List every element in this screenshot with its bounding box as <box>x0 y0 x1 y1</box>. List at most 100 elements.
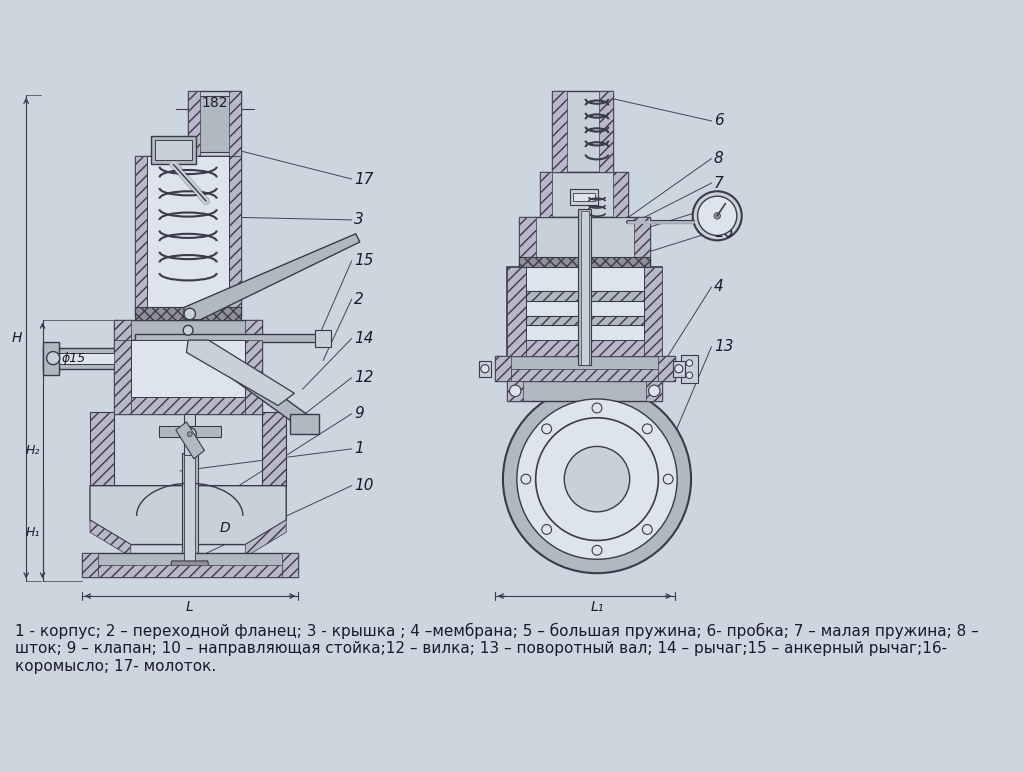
Text: 10: 10 <box>354 478 374 493</box>
Circle shape <box>187 432 193 436</box>
Circle shape <box>542 524 552 534</box>
Bar <box>526 291 644 301</box>
Polygon shape <box>634 217 650 267</box>
Polygon shape <box>135 334 318 342</box>
Bar <box>184 414 196 455</box>
Polygon shape <box>82 553 299 577</box>
Polygon shape <box>188 91 201 156</box>
Polygon shape <box>176 422 205 459</box>
Polygon shape <box>115 320 131 340</box>
Circle shape <box>184 308 196 320</box>
Polygon shape <box>552 91 566 173</box>
Polygon shape <box>115 340 131 414</box>
Text: 1: 1 <box>354 441 364 456</box>
Polygon shape <box>229 91 242 156</box>
Circle shape <box>664 474 673 484</box>
Polygon shape <box>507 381 663 402</box>
Circle shape <box>564 446 630 512</box>
Bar <box>188 91 242 156</box>
Bar <box>156 140 193 160</box>
Polygon shape <box>507 267 526 356</box>
Text: коромысло; 17- молоток.: коромысло; 17- молоток. <box>14 659 216 674</box>
Polygon shape <box>115 320 262 340</box>
Circle shape <box>510 385 521 396</box>
Text: 2: 2 <box>354 291 364 307</box>
Polygon shape <box>246 520 287 557</box>
Polygon shape <box>90 412 115 487</box>
Polygon shape <box>43 342 59 375</box>
Bar <box>673 361 684 377</box>
Text: 5: 5 <box>714 200 724 215</box>
Circle shape <box>714 213 721 219</box>
Polygon shape <box>98 565 283 577</box>
Text: 8: 8 <box>714 151 724 166</box>
Text: шток; 9 – клапан; 10 – направляющая стойка;12 – вилка; 13 – поворотный вал; 14 –: шток; 9 – клапан; 10 – направляющая стой… <box>14 641 947 656</box>
Polygon shape <box>169 561 211 577</box>
Text: 7: 7 <box>714 176 724 190</box>
Polygon shape <box>135 308 242 320</box>
Bar <box>526 267 644 340</box>
Circle shape <box>47 352 59 365</box>
Bar <box>681 355 697 383</box>
Polygon shape <box>644 267 663 356</box>
Polygon shape <box>519 257 650 267</box>
Text: H: H <box>11 332 22 345</box>
Polygon shape <box>495 356 511 381</box>
Polygon shape <box>511 369 658 381</box>
Polygon shape <box>135 156 242 315</box>
Circle shape <box>481 365 489 373</box>
Polygon shape <box>135 156 147 315</box>
Polygon shape <box>283 553 299 577</box>
Circle shape <box>521 474 530 484</box>
Polygon shape <box>199 342 307 426</box>
Bar <box>479 361 490 377</box>
Circle shape <box>536 418 658 540</box>
Bar <box>147 156 229 308</box>
Bar <box>579 209 591 365</box>
Bar <box>526 315 644 325</box>
Polygon shape <box>599 91 613 173</box>
Polygon shape <box>507 381 523 402</box>
Text: 12: 12 <box>354 370 374 386</box>
Polygon shape <box>262 412 287 487</box>
Circle shape <box>697 196 737 235</box>
Polygon shape <box>507 267 663 356</box>
Text: 14: 14 <box>354 331 374 346</box>
Text: 13: 13 <box>714 339 733 354</box>
Text: 4: 4 <box>714 279 724 295</box>
Polygon shape <box>526 340 644 356</box>
Bar <box>181 453 198 567</box>
Bar <box>152 136 197 164</box>
Bar <box>131 340 246 397</box>
Polygon shape <box>186 340 295 406</box>
Bar <box>314 330 331 347</box>
Bar <box>184 455 196 566</box>
Bar <box>291 414 318 434</box>
Polygon shape <box>43 353 132 364</box>
Bar <box>573 193 595 201</box>
Polygon shape <box>540 173 552 217</box>
Polygon shape <box>519 217 650 267</box>
Circle shape <box>648 385 659 396</box>
Bar <box>581 211 589 365</box>
Text: 3: 3 <box>354 212 364 227</box>
Circle shape <box>517 399 677 559</box>
Text: 15: 15 <box>354 254 374 268</box>
Text: 9: 9 <box>354 406 364 421</box>
Circle shape <box>642 524 652 534</box>
Text: D: D <box>219 521 229 535</box>
Text: L: L <box>185 600 194 614</box>
Text: L₁: L₁ <box>590 600 604 614</box>
Text: 17: 17 <box>354 171 374 187</box>
Bar <box>195 96 236 152</box>
Polygon shape <box>115 340 262 414</box>
Polygon shape <box>184 234 359 320</box>
Text: 16: 16 <box>714 224 733 240</box>
Bar <box>552 91 613 173</box>
Circle shape <box>183 428 197 441</box>
Polygon shape <box>246 320 262 340</box>
Circle shape <box>686 372 692 379</box>
Polygon shape <box>43 348 139 369</box>
Circle shape <box>642 424 652 434</box>
Circle shape <box>183 325 193 335</box>
